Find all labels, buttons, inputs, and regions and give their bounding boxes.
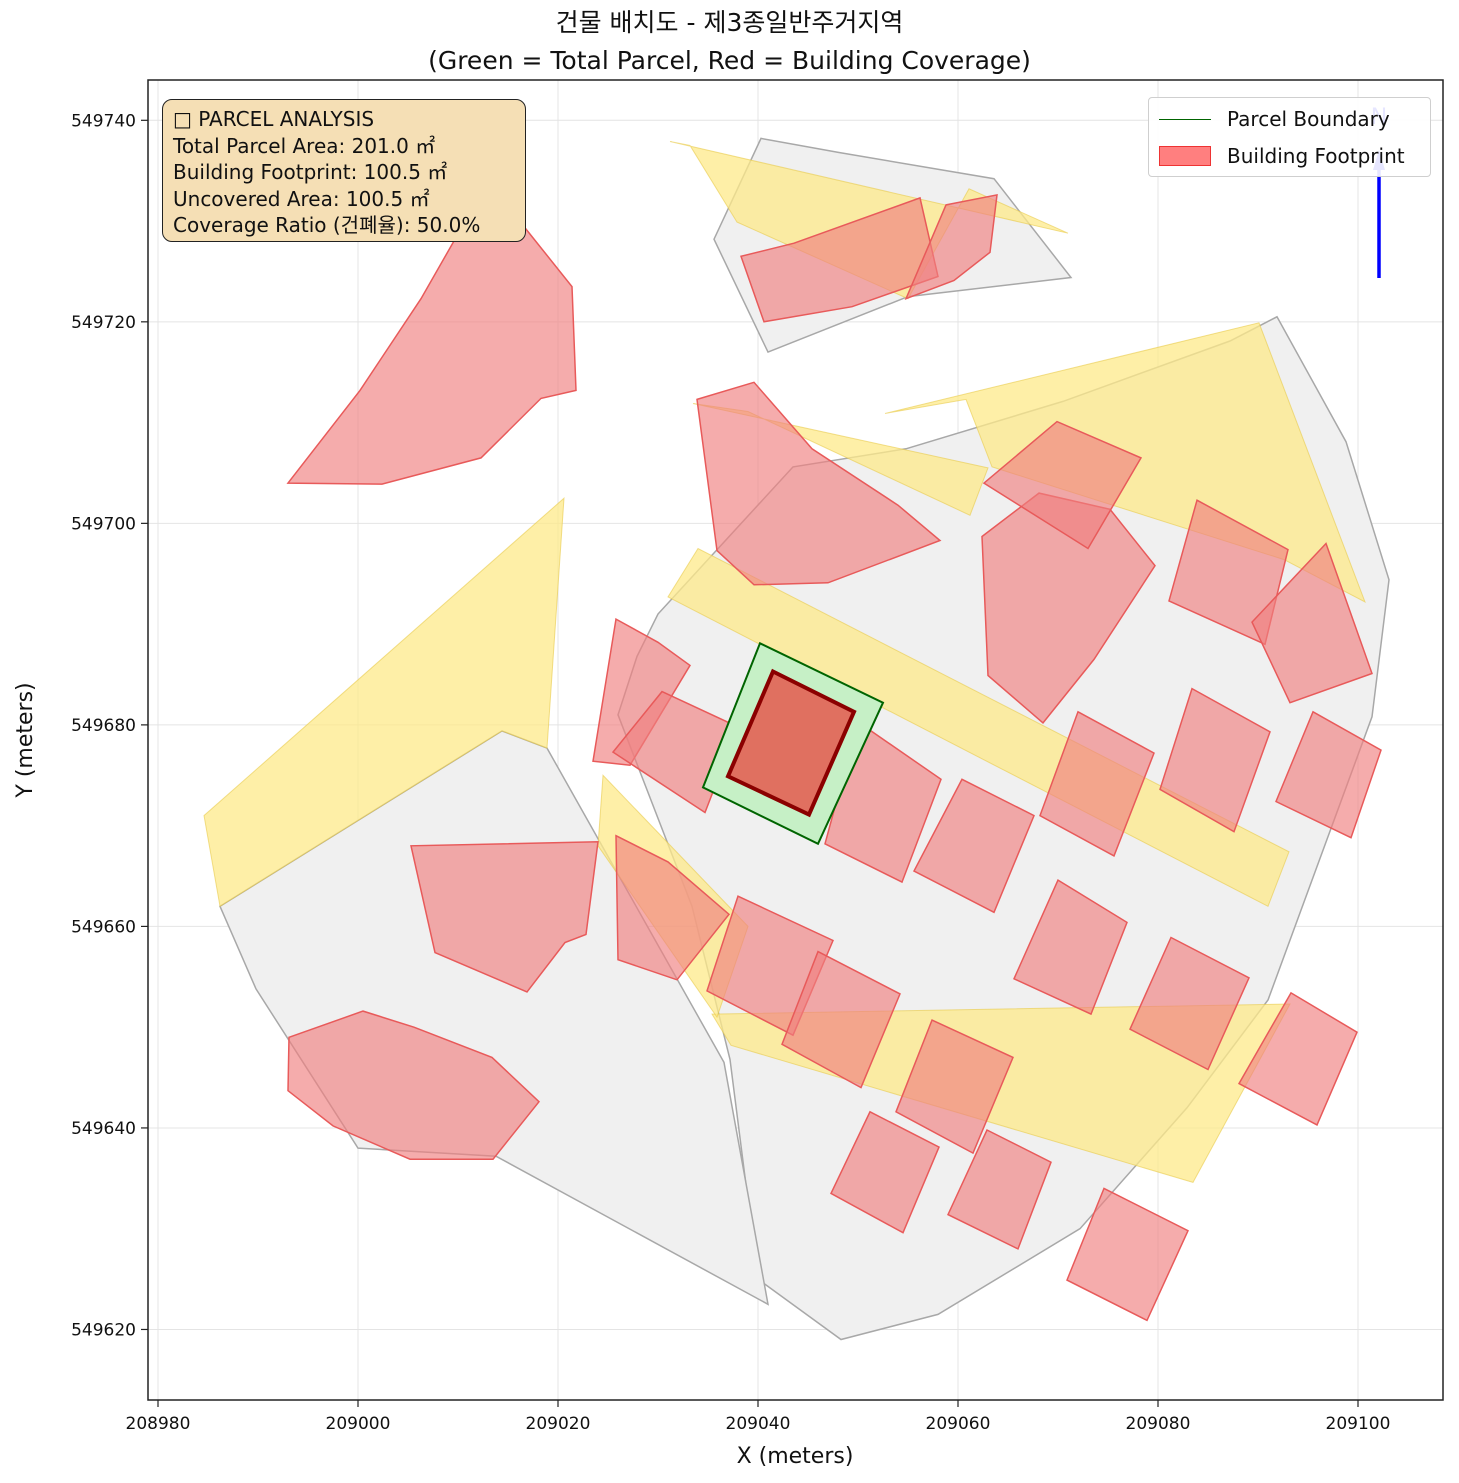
building-footprint-area: Building Footprint: 100.5 ㎡ [173,160,448,184]
building-footprint [1237,991,1358,1126]
building-footprint [830,1110,940,1234]
building-footprint [982,420,1143,550]
building-footprint [1129,936,1250,1071]
building-footprint [1159,687,1271,833]
legend-line-swatch [1159,118,1211,120]
y-tick-label: 549720 [71,313,136,333]
target-building [725,668,857,818]
building-footprint [410,841,599,993]
building-footprint [615,834,731,981]
total-parcel-area: Total Parcel Area: 201.0 ㎡ [173,133,436,158]
coverage-ratio: Coverage Ratio (건폐율): 50.0% [173,213,481,237]
x-tick-label: 209020 [526,1414,591,1434]
x-tick-label: 209040 [726,1414,791,1434]
target-parcel-layer [701,641,885,846]
building-footprint [895,1019,1014,1155]
y-tick-label: 549640 [71,1119,136,1139]
y-tick-label: 549680 [71,716,136,736]
x-tick-label: 209080 [1126,1414,1191,1434]
building-footprint [947,1128,1052,1250]
building-footprint [1039,710,1155,857]
y-tick-label: 549700 [71,514,136,534]
building-footprint [696,381,942,586]
y-tick-label: 549740 [71,111,136,131]
building-footprint [1275,710,1382,839]
x-axis-label: X (meters) [737,1444,854,1469]
road-polygon [203,497,565,908]
analysis-heading: □ PARCEL ANALYSIS [173,107,375,131]
legend: Parcel Boundary Building Footprint [1148,97,1431,177]
chart-title-line1: 건물 배치도 - 제3종일반주거지역 [555,8,904,37]
legend-item-building-footprint: Building Footprint [1159,141,1405,171]
y-tick-label: 549660 [71,917,136,937]
legend-label: Building Footprint [1227,144,1405,168]
x-tick-label: 209100 [1326,1414,1391,1434]
building-footprint [904,193,998,301]
legend-label: Parcel Boundary [1227,107,1390,131]
buildings-layer [286,193,1382,1322]
uncovered-area: Uncovered Area: 100.5 ㎡ [173,186,430,211]
building-footprint [1251,542,1373,704]
legend-item-parcel-boundary: Parcel Boundary [1159,104,1390,134]
plot-frame [147,79,1444,1401]
building-footprint [781,950,901,1089]
building-footprint [286,212,577,485]
building-footprint [1066,1187,1189,1322]
parcel-analysis-box: □ PARCEL ANALYSIS Total Parcel Area: 201… [162,99,526,242]
x-tick-label: 209000 [326,1414,391,1434]
y-axis-label: Y (meters) [13,682,38,798]
legend-patch-swatch [1159,146,1211,166]
x-tick-label: 209060 [926,1414,991,1434]
building-footprint [740,196,939,323]
building-footprint [287,1010,541,1160]
y-tick-label: 549620 [71,1320,136,1340]
x-tick-label: 208980 [126,1414,191,1434]
chart-title-line2: (Green = Total Parcel, Red = Building Co… [428,46,1031,75]
x-axis-ticks: 208980 209000 209020 209040 209060 209080 2091… [126,1400,1391,1434]
building-footprint [912,778,1035,914]
y-axis-ticks: 549620 549640 549660 549680 549700 549720 5497… [71,111,148,1340]
building-footprint [1013,879,1128,1016]
